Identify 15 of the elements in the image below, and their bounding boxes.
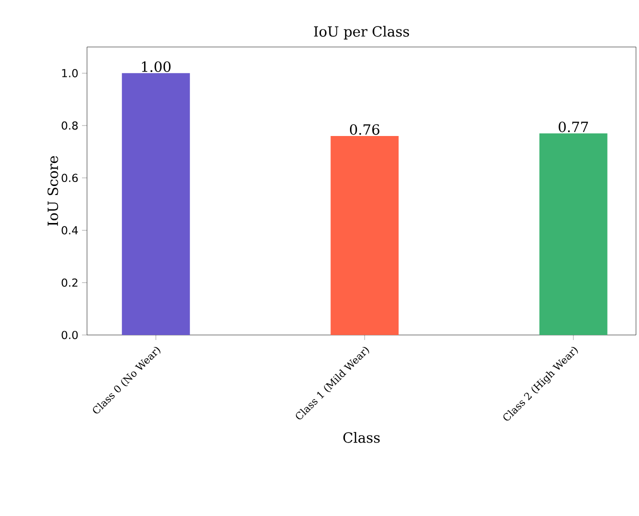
y-tick-label: 1.0 (62, 69, 78, 78)
y-axis-title: IoU Score (48, 156, 58, 226)
data-label: 0.76 (350, 124, 380, 135)
y-tick-label: 0.6 (62, 174, 78, 182)
data-label: 1.00 (142, 61, 171, 72)
y-tick-label: 0.4 (62, 226, 78, 234)
bar (539, 133, 608, 335)
y-tick-label: 0.8 (62, 121, 78, 130)
bar (330, 136, 399, 335)
x-axis-title: Class (343, 432, 380, 443)
y-tick-label: 0.0 (62, 330, 78, 340)
bar (122, 73, 190, 335)
y-tick-label: 0.2 (62, 278, 78, 287)
chart-title: IoU per Class (314, 26, 410, 40)
data-label: 0.77 (558, 122, 588, 132)
